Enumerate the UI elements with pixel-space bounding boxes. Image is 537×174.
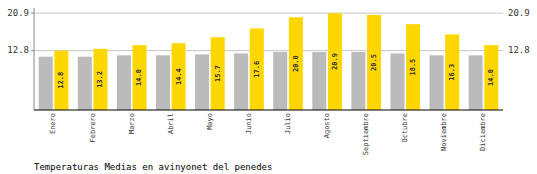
bars [39,13,499,110]
bar [117,55,131,110]
x-tick-label: Junio [245,113,253,134]
bar [351,52,365,110]
bar [93,49,107,110]
data-label: 14.4 [175,68,183,85]
bar [78,57,92,110]
x-axis-line [34,110,503,111]
bar [195,54,209,110]
title: Temperaturas Medias en avinyonet del pen… [34,162,272,172]
x-tick-label: Diciembre [479,113,487,151]
x-tick-label: Agosto [323,113,331,138]
bar [156,55,170,110]
bar [328,13,342,110]
x-tick-label: Julio [284,113,292,134]
data-label: 14.0 [135,69,143,86]
bar [211,37,225,110]
x-tick-label: Septiembre [362,113,370,155]
x-tick-label: Marzo [128,113,136,134]
bar [289,17,303,110]
data-label: 20.9 [331,53,339,70]
y-axis-line [34,8,35,110]
y-tick-label: 20.9 [7,8,29,18]
x-tick-label: Enero [49,113,57,134]
x-tick-label: Noviembre [440,113,448,151]
bar [390,53,404,110]
bar [273,52,287,110]
data-label: 15.7 [214,65,222,82]
bar [445,34,459,110]
data-labels: 12.8 13.2 14.0 14.4 15.7 17.6 20.0 20.9 20.5 18.5… [57,53,495,89]
data-label: 17.6 [253,61,261,78]
bar [430,55,444,110]
data-label: 20.5 [370,54,378,71]
bar [484,45,498,110]
bar [406,24,420,110]
bar [54,51,68,110]
data-label: 12.8 [57,72,65,89]
data-label: 20.0 [292,55,300,72]
bar [39,57,53,110]
x-tick-label: Mayo [206,113,214,130]
x-tick-label: Octubre [401,113,409,143]
bar [250,28,264,110]
x-tick-label: Abril [167,113,175,134]
x-tick-label: Febrero [89,113,97,143]
bar [133,45,147,110]
bar [469,55,483,110]
bar [172,43,186,110]
chart-container: 12.8 12.8 20.9 20.9 12.8 13.2 14.0 14.4 15.7 17.6… [0,0,537,174]
bar [312,52,326,110]
grid-line [34,13,503,14]
data-label: 14.0 [487,69,495,86]
y-tick-label: 12.8 [7,45,29,55]
y2-tick-label: 20.9 [508,8,530,18]
data-label: 16.3 [448,64,456,81]
data-label: 18.5 [409,59,417,76]
bar [234,53,248,110]
y2-tick-label: 12.8 [508,45,530,55]
data-label: 13.2 [96,71,104,88]
chart-svg: 12.8 12.8 20.9 20.9 12.8 13.2 14.0 14.4 15.7 17.6… [0,0,537,174]
bar [367,15,381,110]
